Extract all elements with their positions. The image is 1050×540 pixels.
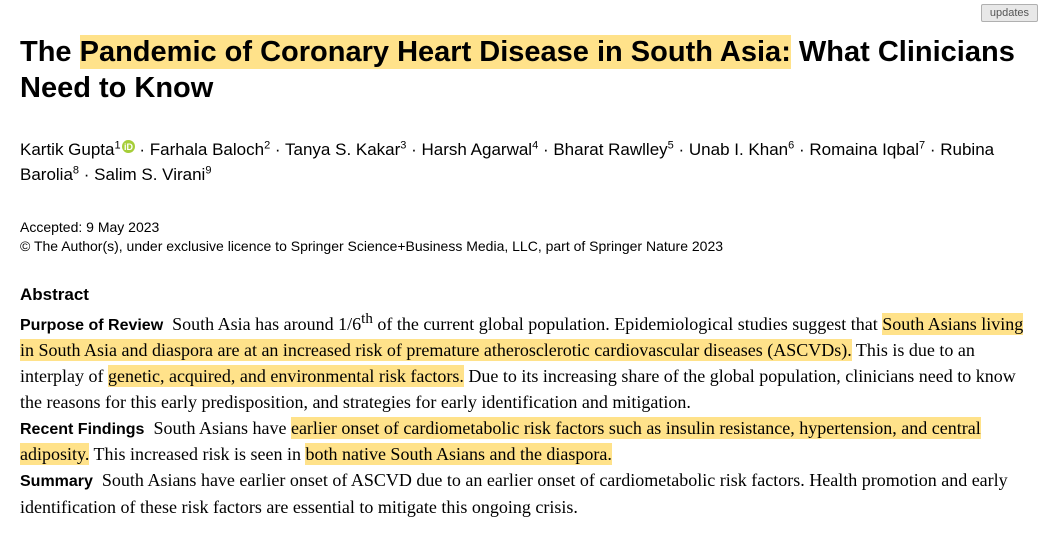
author: Harsh Agarwal4 <box>422 140 539 159</box>
purpose-t1: South Asia has around 1/6 <box>172 314 361 334</box>
authors-list: Kartik Gupta1iD · Farhala Baloch2 · Tany… <box>20 137 1030 188</box>
title-pre: The <box>20 36 80 68</box>
author-separator: · <box>674 140 689 159</box>
purpose-sup: th <box>361 311 373 327</box>
author: Salim S. Virani9 <box>94 165 211 184</box>
author: Kartik Gupta1iD <box>20 140 135 159</box>
author: Farhala Baloch2 <box>150 140 270 159</box>
abstract-body: Purpose of Review South Asia has around … <box>20 309 1030 520</box>
author-separator: · <box>925 140 940 159</box>
author-separator: · <box>79 165 94 184</box>
author-separator: · <box>538 140 553 159</box>
title-highlight: Pandemic of Coronary Heart Disease in So… <box>80 35 791 69</box>
author-separator: · <box>794 140 809 159</box>
findings-t2: This increased risk is seen in <box>89 444 305 464</box>
orcid-icon: iD <box>122 140 135 153</box>
article-title: The Pandemic of Coronary Heart Disease i… <box>20 34 1030 107</box>
author-separator: · <box>406 140 421 159</box>
article-meta: Accepted: 9 May 2023 © The Author(s), un… <box>20 218 1030 257</box>
copyright-line: © The Author(s), under exclusive licence… <box>20 237 1030 257</box>
findings-t1: South Asians have <box>153 418 291 438</box>
author-separator: · <box>135 140 150 159</box>
findings-h2: both native South Asians and the diaspor… <box>305 443 611 465</box>
summary-label: Summary <box>20 473 93 490</box>
author-affiliation: 1 <box>115 139 121 151</box>
purpose-label: Purpose of Review <box>20 317 163 334</box>
author-separator: · <box>270 140 285 159</box>
accepted-date: Accepted: 9 May 2023 <box>20 218 1030 238</box>
author: Tanya S. Kakar3 <box>285 140 406 159</box>
author: Bharat Rawlley5 <box>553 140 673 159</box>
author-affiliation: 9 <box>205 164 211 176</box>
svg-text:iD: iD <box>124 142 134 152</box>
summary-t1: South Asians have earlier onset of ASCVD… <box>20 470 1008 516</box>
purpose-t2: of the current global population. Epidem… <box>373 314 882 334</box>
author: Unab I. Khan6 <box>689 140 794 159</box>
updates-button[interactable]: updates <box>981 4 1038 22</box>
author: Romaina Iqbal7 <box>809 140 925 159</box>
abstract-heading: Abstract <box>20 285 1030 305</box>
purpose-h2: genetic, acquired, and environmental ris… <box>108 365 464 387</box>
findings-label: Recent Findings <box>20 421 144 438</box>
